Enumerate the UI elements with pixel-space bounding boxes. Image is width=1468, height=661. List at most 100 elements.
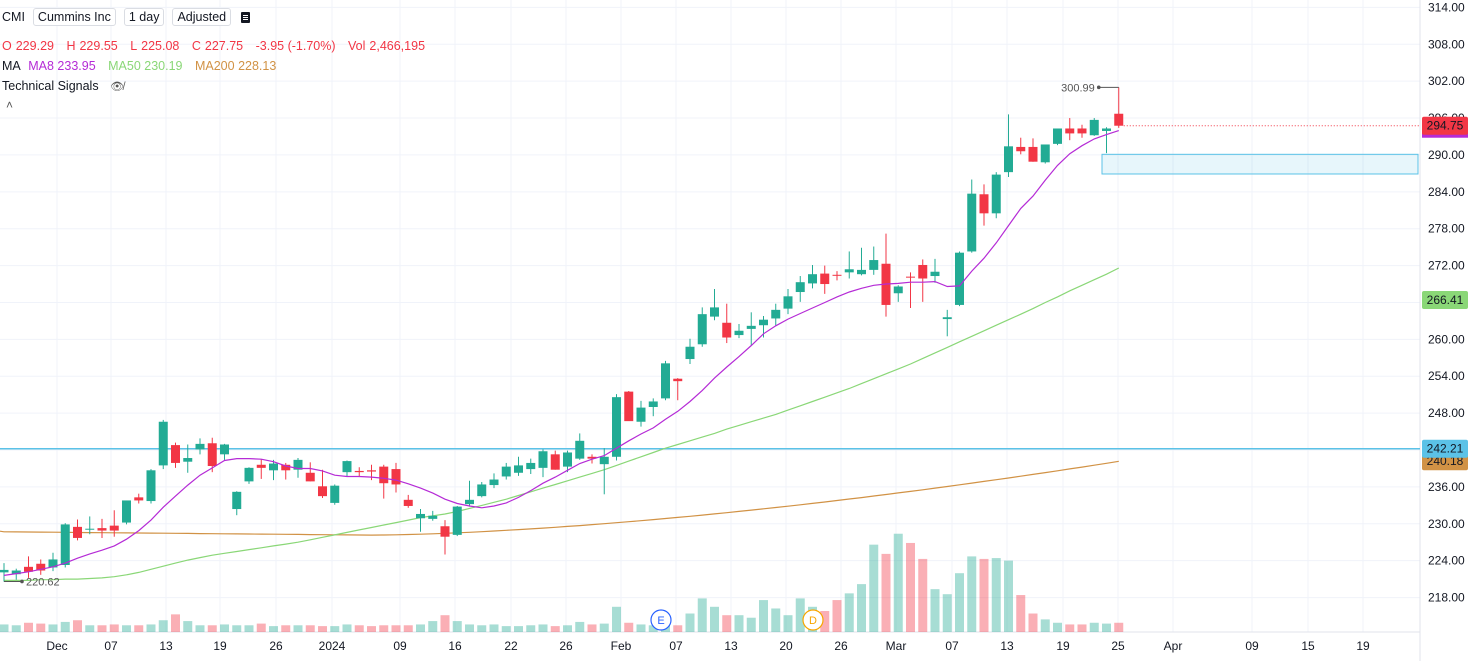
volume-bar xyxy=(354,625,364,632)
candle xyxy=(477,481,487,498)
volume-bar xyxy=(1065,624,1075,632)
volume-bar xyxy=(207,625,217,632)
volume-bar xyxy=(158,620,168,632)
candle xyxy=(183,444,193,473)
candle-body xyxy=(979,194,989,214)
volume-value: 2,466,195 xyxy=(369,39,426,53)
volume-bar xyxy=(514,626,523,632)
x-tick-label: 09 xyxy=(1245,639,1259,653)
high-price-label: 300.99 xyxy=(1061,82,1095,94)
candle-body xyxy=(97,528,107,531)
candle xyxy=(428,510,438,521)
volume-bar xyxy=(1053,622,1062,632)
candle-body xyxy=(612,397,621,457)
candle xyxy=(501,462,511,480)
candle-body xyxy=(710,307,719,317)
volume-bar xyxy=(269,626,278,632)
candle xyxy=(514,456,523,476)
company-name[interactable]: Cummins Inc xyxy=(32,8,116,26)
candle-body xyxy=(661,363,670,399)
volume-bar xyxy=(1114,622,1124,632)
candle xyxy=(857,247,866,276)
candle-body xyxy=(955,252,964,305)
candle xyxy=(195,438,205,455)
volume-bar xyxy=(710,606,719,632)
y-tick-label: 236.00 xyxy=(1428,480,1465,494)
candle-body xyxy=(122,500,131,523)
candle-body xyxy=(599,456,609,465)
document-icon[interactable] xyxy=(241,11,251,23)
volume-bar xyxy=(48,624,58,632)
candle xyxy=(967,179,977,253)
ma50-price-badge-text: 266.41 xyxy=(1427,293,1464,307)
candle-body xyxy=(293,459,303,470)
y-tick-label: 278.00 xyxy=(1428,222,1465,236)
ma200-line xyxy=(0,460,1119,536)
volume-bar xyxy=(379,625,389,632)
low-marker-dot xyxy=(20,579,24,584)
volume-bar xyxy=(771,608,781,632)
volume-bar xyxy=(367,626,376,632)
candle-body xyxy=(428,515,438,519)
volume-bar xyxy=(134,625,144,632)
y-tick-label: 284.00 xyxy=(1428,185,1465,199)
candle xyxy=(391,462,401,493)
x-tick-label: 26 xyxy=(559,639,573,653)
x-tick-label: 2024 xyxy=(319,639,346,653)
volume-bar xyxy=(391,625,401,632)
volume-bar xyxy=(697,598,707,632)
ohlc-legend: O 229.29 H 229.55 L 225.08 C 227.75 -3.95 (-… xyxy=(2,39,429,53)
candle xyxy=(354,467,364,478)
candle-body xyxy=(918,264,928,279)
y-tick-label: 230.00 xyxy=(1428,517,1465,531)
x-tick-label: 16 xyxy=(448,639,462,653)
candle-body xyxy=(783,296,793,309)
technical-signals-label[interactable]: Technical Signals xyxy=(2,79,99,93)
candle xyxy=(489,473,499,489)
volume-bar xyxy=(587,624,597,632)
volume-bar xyxy=(832,600,842,632)
candle-body xyxy=(489,479,499,486)
candle-body xyxy=(869,260,879,270)
candle-body xyxy=(1089,119,1099,136)
volume-bar xyxy=(648,625,658,632)
candle-body xyxy=(109,525,119,531)
volume-bar xyxy=(734,615,744,632)
candle xyxy=(36,559,46,575)
candle xyxy=(342,460,352,477)
interval-selector[interactable]: 1 day xyxy=(123,8,165,26)
low-label: L xyxy=(130,39,138,53)
candle-body xyxy=(342,461,352,473)
adjust-toggle[interactable]: Adjusted xyxy=(172,8,232,26)
candle-body xyxy=(514,465,523,473)
y-tick-label: 218.00 xyxy=(1428,591,1465,605)
eye-off-icon[interactable]: 👁︎̸ xyxy=(110,81,125,93)
chevron-up-icon[interactable]: ˄ xyxy=(6,98,14,112)
volume-bar xyxy=(330,626,340,632)
volume-bar xyxy=(722,615,732,632)
candle xyxy=(24,556,33,578)
candle xyxy=(416,509,425,532)
y-tick-label: 308.00 xyxy=(1428,37,1465,51)
candle-body xyxy=(636,407,646,422)
candle xyxy=(661,360,670,401)
candle-body xyxy=(269,463,278,471)
x-tick-label: 15 xyxy=(1301,639,1315,653)
candle-body xyxy=(244,467,254,482)
ma-label[interactable]: MA xyxy=(2,59,21,73)
candle-body xyxy=(1016,146,1026,152)
open-value: 229.29 xyxy=(15,39,54,53)
volume-bar xyxy=(232,625,242,632)
candle xyxy=(305,462,315,482)
candle-body xyxy=(73,526,82,538)
x-tick-label: 13 xyxy=(1000,639,1014,653)
candle-body xyxy=(673,378,683,382)
candle xyxy=(0,563,9,582)
volume-bar xyxy=(440,615,450,632)
x-tick-label: 26 xyxy=(834,639,848,653)
earnings-event-circle xyxy=(650,609,672,631)
candle xyxy=(293,458,303,478)
candle-body xyxy=(195,443,205,450)
ticker-symbol[interactable]: CMI xyxy=(2,10,25,24)
